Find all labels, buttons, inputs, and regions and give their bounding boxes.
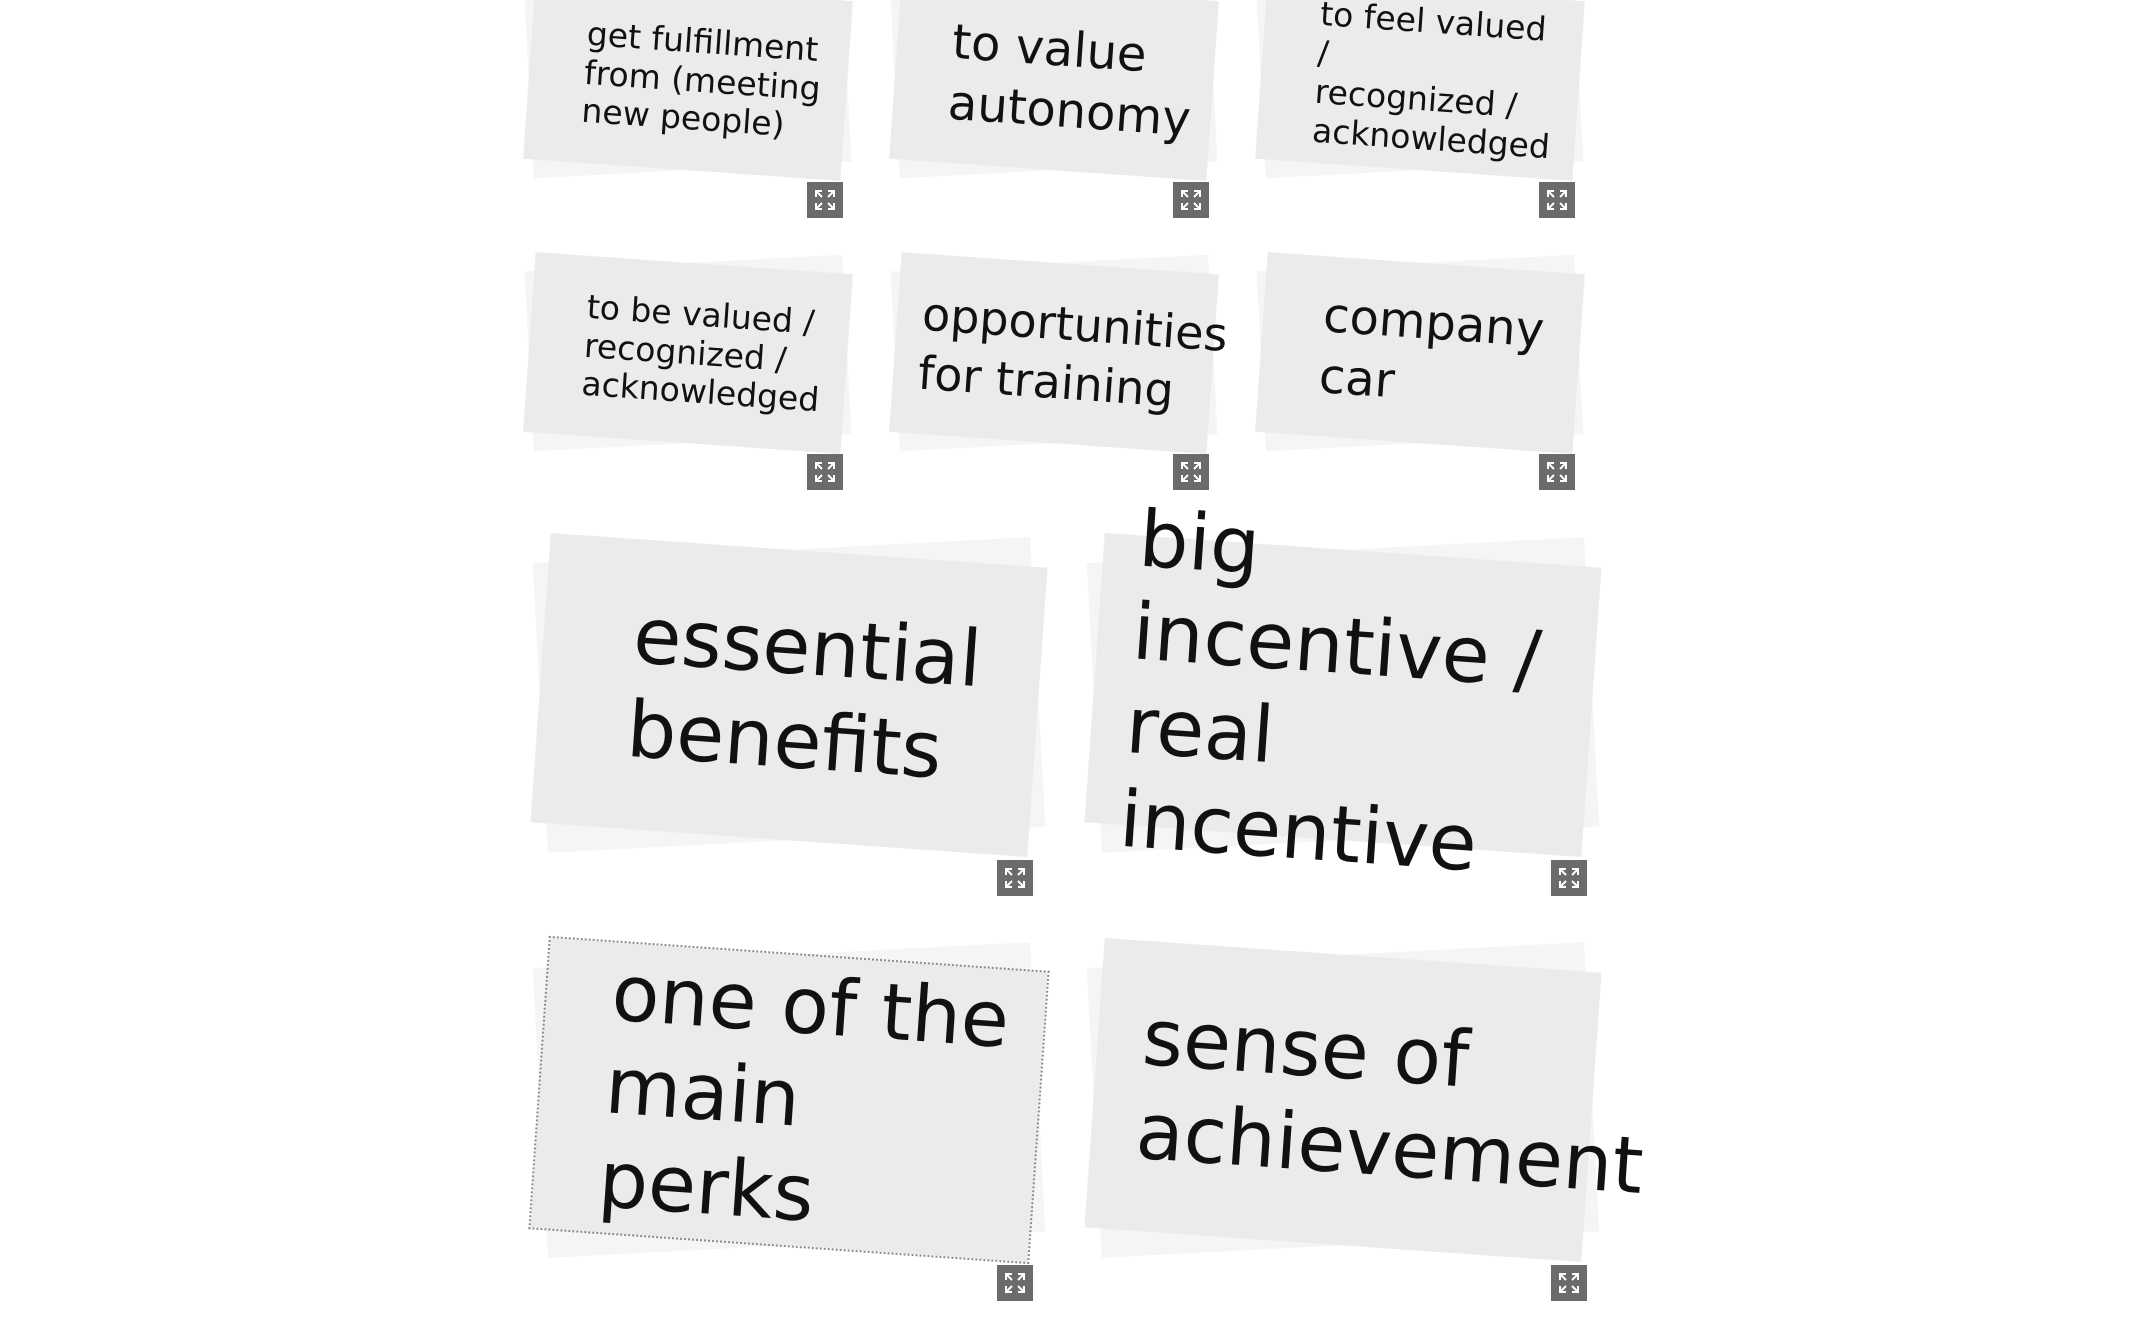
card-2-expand-button[interactable] bbox=[1173, 182, 1209, 218]
card-5[interactable]: opportunities for training bbox=[889, 252, 1229, 454]
expand-icon bbox=[1181, 190, 1201, 210]
card-4-wrap: to be valued / recognized / acknowledged bbox=[523, 252, 853, 454]
expand-icon bbox=[1005, 1273, 1025, 1293]
card-4[interactable]: to be valued / recognized / acknowledged bbox=[523, 252, 853, 454]
expand-icon bbox=[1547, 190, 1567, 210]
card-8[interactable]: big incentive / real incentive bbox=[1084, 494, 1602, 889]
card-10-wrap: sense of achievement bbox=[1084, 937, 1646, 1263]
card-9-text: one of the main perks bbox=[595, 948, 1013, 1240]
card-6-wrap: company car bbox=[1255, 252, 1585, 454]
card-7-text: essential benefits bbox=[624, 591, 985, 797]
card-2-text: to value autonomy bbox=[946, 13, 1193, 148]
card-8-wrap: big incentive / real incentive bbox=[1084, 494, 1602, 889]
card-6-text: company car bbox=[1317, 286, 1547, 410]
card-8-text: big incentive / real incentive bbox=[1116, 494, 1544, 890]
card-3-expand-button[interactable] bbox=[1539, 182, 1575, 218]
card-10[interactable]: sense of achievement bbox=[1084, 937, 1646, 1263]
expand-icon bbox=[1559, 1273, 1579, 1293]
expand-icon bbox=[1559, 868, 1579, 888]
card-5-text: opportunities for training bbox=[916, 286, 1230, 418]
card-2-wrap: to value autonomy bbox=[889, 0, 1219, 181]
card-6-expand-button[interactable] bbox=[1539, 454, 1575, 490]
card-7-wrap: essential benefits bbox=[530, 532, 1048, 858]
card-2[interactable]: to value autonomy bbox=[889, 0, 1219, 181]
card-10-text: sense of achievement bbox=[1133, 993, 1647, 1212]
card-3[interactable]: to feel valued / recognized / acknowledg… bbox=[1255, 0, 1585, 181]
card-4-text: to be valued / recognized / acknowledged bbox=[580, 286, 821, 420]
expand-icon bbox=[1005, 868, 1025, 888]
card-1-expand-button[interactable] bbox=[807, 182, 843, 218]
card-5-expand-button[interactable] bbox=[1173, 454, 1209, 490]
expand-icon bbox=[1547, 462, 1567, 482]
card-9[interactable]: one of the main perks bbox=[528, 935, 1050, 1265]
card-9-expand-button[interactable] bbox=[997, 1265, 1033, 1301]
card-4-expand-button[interactable] bbox=[807, 454, 843, 490]
card-9-wrap: one of the main perks bbox=[528, 935, 1050, 1265]
card-5-wrap: opportunities for training bbox=[889, 252, 1229, 454]
card-7-expand-button[interactable] bbox=[997, 860, 1033, 896]
card-3-wrap: to feel valued / recognized / acknowledg… bbox=[1255, 0, 1585, 181]
card-7[interactable]: essential benefits bbox=[530, 532, 1048, 858]
card-1[interactable]: get fulfillment from (meeting new people… bbox=[523, 0, 853, 181]
card-1-wrap: get fulfillment from (meeting new people… bbox=[523, 0, 853, 181]
expand-icon bbox=[815, 462, 835, 482]
card-10-expand-button[interactable] bbox=[1551, 1265, 1587, 1301]
expand-icon bbox=[1181, 462, 1201, 482]
card-3-text: to feel valued / recognized / acknowledg… bbox=[1310, 0, 1552, 167]
expand-icon bbox=[815, 190, 835, 210]
card-6[interactable]: company car bbox=[1255, 252, 1585, 454]
card-8-expand-button[interactable] bbox=[1551, 860, 1587, 896]
card-1-text: get fulfillment from (meeting new people… bbox=[580, 13, 822, 145]
